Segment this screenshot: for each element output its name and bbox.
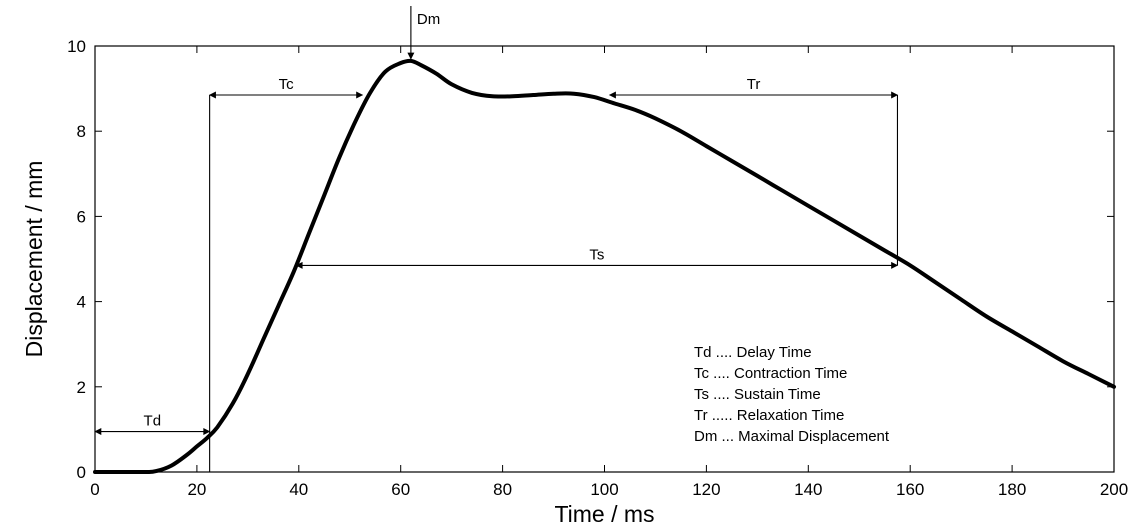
legend: Td .... Delay Time Tc .... Contraction T… xyxy=(694,344,890,445)
dm-label: Dm xyxy=(417,11,440,28)
plot-frame xyxy=(94,45,1115,473)
y-tick-label-2: 2 xyxy=(77,378,86,397)
legend-entry-tr: Tr ..... Relaxation Time xyxy=(694,407,844,424)
y-tick-label-4: 4 xyxy=(77,293,86,312)
legend-entry-tc: Tc .... Contraction Time xyxy=(694,365,847,382)
plot-frame-border xyxy=(94,45,1115,473)
x-tick-label-20: 20 xyxy=(187,480,206,499)
x-tick-label-160: 160 xyxy=(896,480,924,499)
y-tick-label-0: 0 xyxy=(77,463,86,482)
annotations: Td Tc Ts Tr Dm xyxy=(94,6,899,472)
y-axis-title: Displacement / mm xyxy=(21,161,47,358)
tr-label: Tr xyxy=(747,76,761,93)
y-tick-label-8: 8 xyxy=(77,122,86,141)
y-tick-label-6: 6 xyxy=(77,207,86,226)
y-tick-label-10: 10 xyxy=(67,37,86,56)
x-tick-label-80: 80 xyxy=(493,480,512,499)
x-tick-label-180: 180 xyxy=(998,480,1026,499)
x-tick-label-0: 0 xyxy=(90,480,99,499)
series-line-0 xyxy=(93,58,1116,475)
x-axis-ticks: 0 20 40 60 80 100 120 140 160 180 200 xyxy=(90,46,1128,499)
legend-entry-dm: Dm ... Maximal Displacement xyxy=(694,428,890,445)
x-axis-title: Time / ms xyxy=(554,501,654,527)
td-label: Td xyxy=(144,413,162,430)
legend-entry-ts: Ts .... Sustain Time xyxy=(694,386,821,403)
x-tick-label-200: 200 xyxy=(1100,480,1128,499)
legend-entry-td: Td .... Delay Time xyxy=(694,344,812,361)
x-tick-label-40: 40 xyxy=(289,480,308,499)
x-tick-label-140: 140 xyxy=(794,480,822,499)
series-layer xyxy=(93,58,1116,475)
ts-label: Ts xyxy=(589,246,604,263)
x-tick-label-120: 120 xyxy=(692,480,720,499)
x-tick-label-100: 100 xyxy=(590,480,618,499)
tc-label: Tc xyxy=(279,76,295,93)
x-tick-label-60: 60 xyxy=(391,480,410,499)
